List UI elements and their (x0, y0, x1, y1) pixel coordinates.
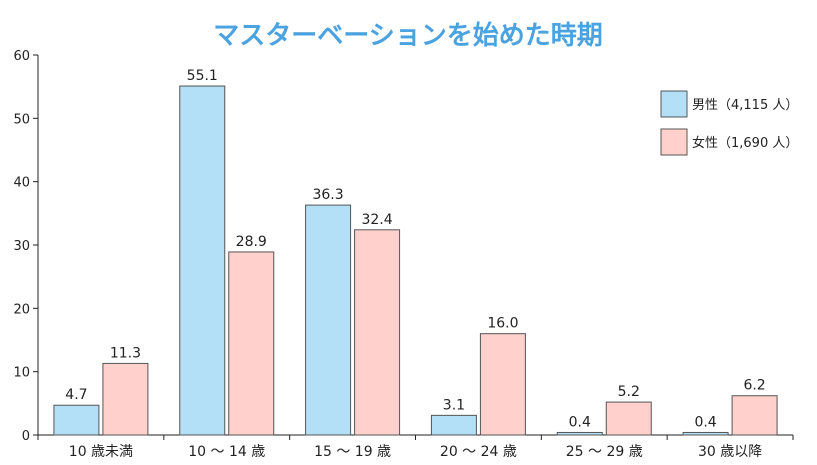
y-axis: 0 10 20 30 40 50 60 (13, 49, 39, 444)
bars: 4.7 11.3 55.1 28.9 36.3 32.4 3.1 16.0 0.4 5.2 0.4 6… (53, 68, 778, 436)
legend-label-female: 女性（1,690 人） (692, 135, 798, 151)
data-label-female: 28.9 (236, 234, 267, 250)
bar-male (556, 431, 603, 436)
y-tick-label: 40 (13, 176, 30, 191)
data-label-male: 4.7 (65, 387, 87, 403)
bar-female (479, 333, 526, 436)
y-tick-label: 20 (13, 302, 30, 317)
legend-swatch-male (660, 90, 688, 118)
bar-male (53, 404, 100, 436)
bar-female (228, 251, 275, 436)
data-label-male: 36.3 (312, 187, 343, 203)
legend: 男性（4,115 人） 女性（1,690 人） (660, 90, 798, 156)
y-tick-label: 50 (13, 112, 30, 127)
bar-male (682, 431, 729, 436)
x-tick-label: 10 ～ 14 歳 (188, 444, 265, 460)
data-label-male: 0.4 (569, 414, 591, 430)
data-label-male: 0.4 (694, 414, 716, 430)
data-label-male: 3.1 (443, 397, 465, 413)
x-tick-label: 25 ～ 29 歳 (566, 444, 643, 460)
data-label-female: 16.0 (487, 316, 518, 332)
x-tick-label: 20 ～ 24 歳 (440, 444, 517, 460)
bar-female (731, 395, 778, 436)
data-label-female: 5.2 (618, 384, 640, 400)
y-tick-label: 30 (13, 239, 30, 254)
y-tick-label: 10 (13, 366, 30, 381)
bar-male (430, 414, 477, 436)
bar-male (179, 85, 226, 436)
x-tick-label: 30 歳以降 (698, 444, 762, 460)
data-label-male: 55.1 (187, 68, 218, 84)
chart-title: マスターベーションを始めた時期 (213, 21, 602, 51)
x-tick-label: 10 歳未満 (69, 444, 133, 460)
legend-label-male: 男性（4,115 人） (692, 98, 798, 113)
data-label-female: 11.3 (110, 345, 141, 361)
x-tick-label: 15 ～ 19 歳 (314, 444, 391, 460)
bar-female (354, 229, 401, 436)
bar-male (305, 204, 352, 436)
data-label-female: 6.2 (743, 378, 765, 394)
bar-female (102, 362, 149, 436)
legend-swatch-female (660, 128, 688, 156)
y-tick-label: 0 (22, 429, 30, 444)
y-tick-label: 60 (13, 49, 30, 64)
x-axis: 10 歳未満 10 ～ 14 歳 15 ～ 19 歳 20 ～ 24 歳 25 ～ 29… (37, 434, 794, 460)
data-label-female: 32.4 (361, 212, 392, 228)
bar-female (605, 401, 652, 436)
